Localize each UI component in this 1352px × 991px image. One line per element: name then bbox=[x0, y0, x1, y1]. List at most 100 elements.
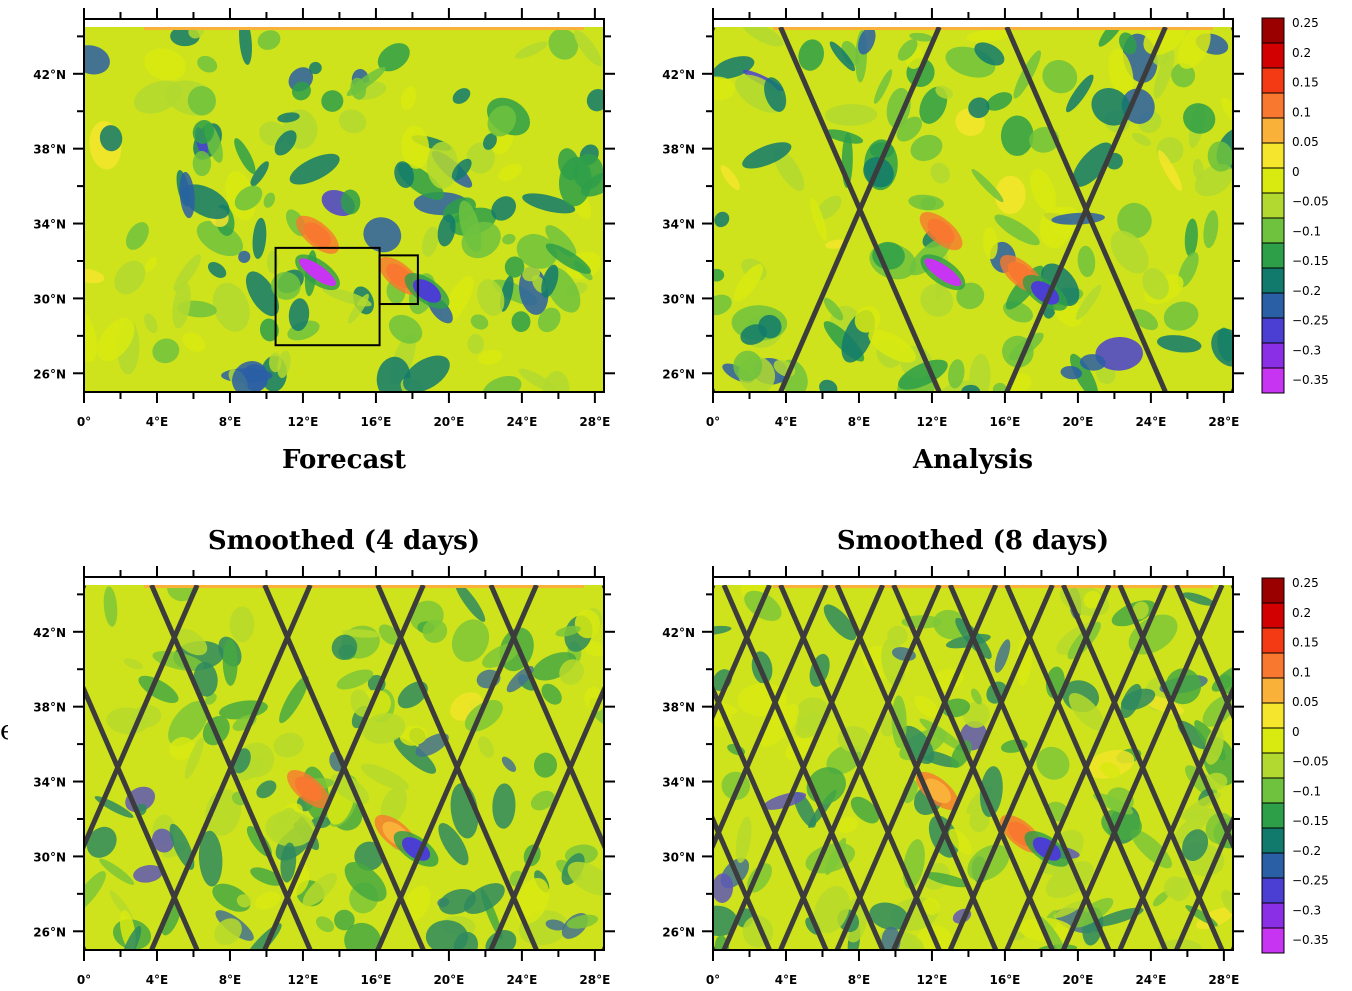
x-ticks bbox=[712, 8, 1225, 403]
panel-title: Smoothed (8 days) bbox=[837, 526, 1109, 556]
field-blob bbox=[829, 41, 856, 72]
field-blob bbox=[1075, 284, 1102, 320]
field-blob bbox=[378, 624, 400, 645]
field-blob bbox=[914, 695, 939, 718]
colorbar-swatch bbox=[1261, 577, 1285, 604]
feature-low bbox=[412, 279, 442, 303]
x-tick-label: 16°E bbox=[989, 973, 1020, 987]
field-blob bbox=[1163, 301, 1199, 331]
field-blob bbox=[138, 675, 179, 703]
x-tick-label: 16°E bbox=[360, 415, 391, 429]
ground-track bbox=[375, 585, 539, 950]
field-blob bbox=[713, 56, 755, 79]
colorbar-swatch bbox=[1261, 927, 1285, 954]
x-tick-label: 28°E bbox=[1208, 973, 1239, 987]
field-blob bbox=[1000, 115, 1034, 157]
field-blob bbox=[336, 669, 374, 690]
x-tick-label: 8°E bbox=[848, 415, 871, 429]
field-blob bbox=[501, 756, 517, 772]
features bbox=[919, 211, 1068, 311]
field-blob bbox=[548, 28, 579, 60]
colorbar-swatch bbox=[1261, 727, 1285, 754]
field-blob bbox=[1182, 592, 1215, 606]
feature-low bbox=[299, 258, 337, 287]
field-blob bbox=[1110, 230, 1149, 274]
x-tick-label: 28°E bbox=[579, 415, 610, 429]
field-blob bbox=[1072, 142, 1113, 187]
field-blob bbox=[331, 634, 358, 660]
ground-track bbox=[262, 585, 426, 950]
y-tick-label: 34°N bbox=[33, 218, 66, 232]
field-blob bbox=[1194, 163, 1233, 197]
colorbar-label: −0.2 bbox=[1292, 284, 1321, 298]
field-blob bbox=[466, 142, 495, 174]
ground-track bbox=[488, 585, 604, 852]
field-blob bbox=[207, 262, 227, 278]
field-blob bbox=[491, 196, 516, 221]
y-tick-label: 34°N bbox=[662, 218, 695, 232]
field-blob bbox=[740, 324, 767, 345]
field-blob bbox=[84, 268, 105, 284]
colorbar-label: 0.25 bbox=[1292, 16, 1319, 30]
colorbar-label: 0.25 bbox=[1292, 576, 1319, 590]
field-blob bbox=[1117, 202, 1152, 239]
field-blob bbox=[229, 606, 255, 643]
field-blob bbox=[99, 125, 123, 152]
field-blob bbox=[1177, 27, 1211, 69]
field-blob bbox=[514, 41, 548, 59]
x-ticks bbox=[83, 566, 596, 961]
field-blob bbox=[522, 193, 576, 214]
field-blob bbox=[1205, 772, 1228, 790]
field-blob bbox=[277, 112, 300, 123]
colorbar-label: −0.2 bbox=[1292, 844, 1321, 858]
colorbar-label: 0.2 bbox=[1292, 606, 1311, 620]
ground-track bbox=[1174, 813, 1233, 950]
x-tick-label: 20°E bbox=[1062, 973, 1093, 987]
field-blob bbox=[273, 732, 304, 758]
field-blob bbox=[426, 141, 459, 189]
field-blob bbox=[86, 826, 117, 858]
ground-track bbox=[834, 585, 999, 950]
field-blob bbox=[720, 165, 740, 191]
field-blob bbox=[212, 282, 250, 332]
field-blob bbox=[400, 86, 417, 110]
field-blob bbox=[259, 318, 279, 342]
field-blob bbox=[983, 227, 998, 260]
field-blob bbox=[939, 380, 977, 392]
field-blob bbox=[478, 349, 503, 365]
panel-xlabel: Analysis bbox=[912, 445, 1033, 475]
field-blob bbox=[970, 688, 982, 705]
field-blob bbox=[1157, 150, 1182, 192]
field-blob bbox=[250, 161, 269, 188]
field-blob bbox=[795, 712, 823, 739]
ground-tracks bbox=[84, 585, 604, 950]
field-blob bbox=[854, 305, 881, 333]
field-blob bbox=[399, 725, 428, 746]
ground-track bbox=[1004, 585, 1168, 950]
field-blob bbox=[188, 27, 205, 39]
field-blob bbox=[280, 842, 297, 883]
field-blob bbox=[581, 170, 604, 197]
field-blob bbox=[1119, 32, 1137, 55]
field-blob bbox=[992, 382, 1008, 392]
field-blob bbox=[267, 250, 279, 274]
colorbar-label: −0.1 bbox=[1292, 784, 1321, 798]
field-blob bbox=[256, 780, 277, 799]
frame-top-strip bbox=[713, 577, 1233, 585]
plot-frame bbox=[712, 18, 1234, 393]
field-blob bbox=[1121, 88, 1155, 124]
y-ticks bbox=[73, 593, 615, 933]
field-blob bbox=[289, 153, 340, 185]
field-blob bbox=[1036, 746, 1070, 780]
field-blob bbox=[1037, 915, 1066, 950]
colorbar-swatch bbox=[1261, 602, 1285, 629]
field-blob bbox=[514, 877, 550, 925]
y-tick-label: 26°N bbox=[33, 367, 66, 381]
ground-track bbox=[891, 585, 1055, 950]
field-blob bbox=[886, 87, 911, 128]
field-blob bbox=[516, 234, 558, 269]
colorbar-swatch bbox=[1261, 192, 1285, 219]
field-blob bbox=[184, 737, 205, 780]
colorbar-swatch bbox=[1261, 267, 1285, 294]
field-blob bbox=[403, 885, 431, 922]
